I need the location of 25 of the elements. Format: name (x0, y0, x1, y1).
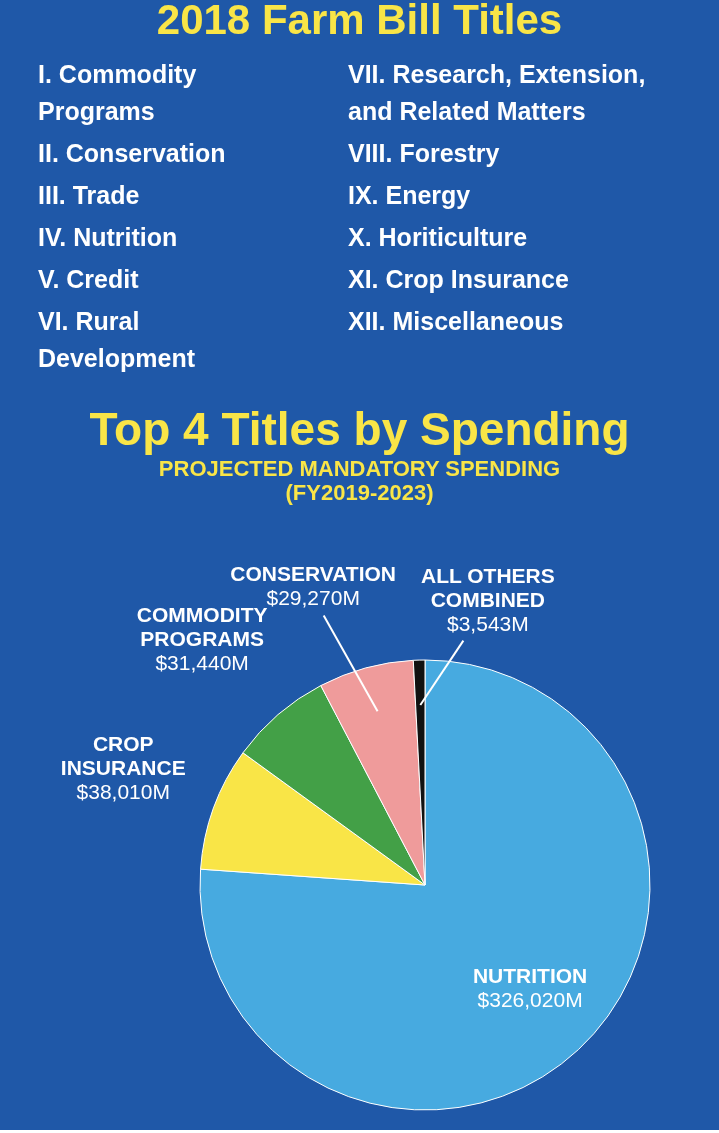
data-label: $29,270M (266, 586, 360, 610)
text: VI. Rural Development (38, 307, 196, 372)
text: I. Commodity Programs (38, 60, 197, 125)
text: III. Trade (38, 181, 140, 209)
slice-label: COMMODITY PROGRAMS (136, 602, 268, 650)
text: XII. Miscellaneous (348, 307, 564, 335)
text: II. Conservation (38, 139, 226, 167)
chart-title: Top 4 Titles by Spending (89, 403, 630, 455)
text: 2018 Farm Bill Titles (156, 0, 563, 43)
text: X. Horiticulture (348, 223, 528, 251)
text: VIII. Forestry (348, 139, 500, 167)
chart-subtitle: PROJECTED MANDATORY SPENDING (FY2019-2023) (158, 456, 561, 505)
text: IX. Energy (348, 181, 471, 209)
slice-label: CROP INSURANCE (60, 731, 186, 779)
data-label: $326,020M (477, 988, 583, 1012)
text: VII. Research, Extension, and Related Matters (348, 60, 646, 125)
data-label: $38,010M (76, 779, 170, 803)
text: XI. Crop Insurance (348, 265, 569, 293)
slice-label: CONSERVATION (230, 562, 397, 586)
text: V. Credit (38, 265, 140, 293)
data-label: $31,440M (155, 650, 249, 674)
data-label: $3,543M (447, 611, 529, 635)
slice-label: NUTRITION (472, 964, 588, 988)
text: IV. Nutrition (38, 223, 178, 251)
slice-label: ALL OTHERS COMBINED (420, 563, 555, 611)
